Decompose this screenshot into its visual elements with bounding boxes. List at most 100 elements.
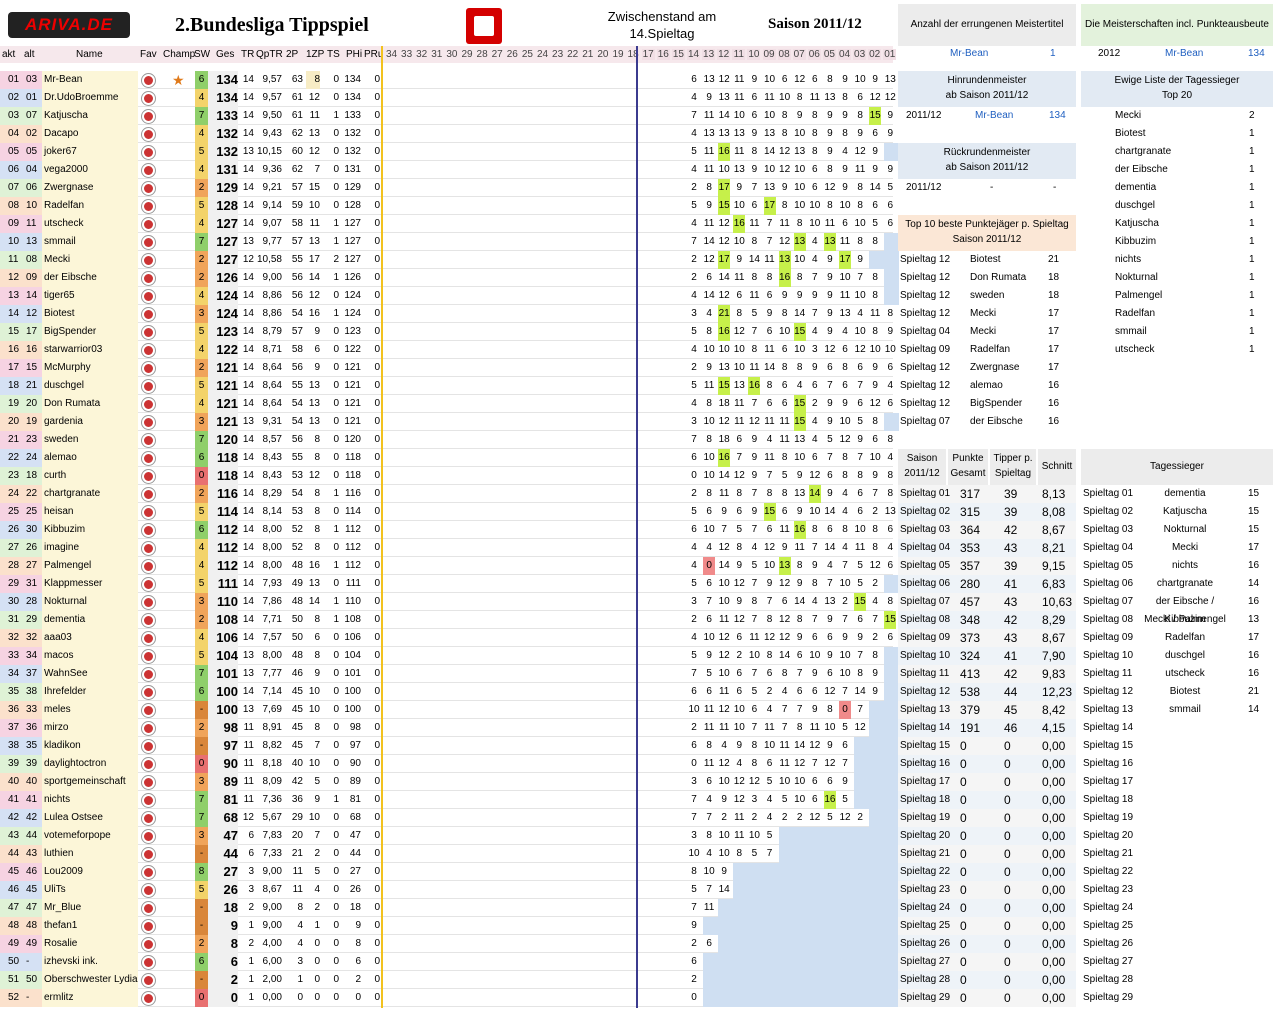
col-header-spieltag[interactable]: 05 bbox=[822, 49, 836, 60]
col-header-spieltag[interactable]: 30 bbox=[446, 49, 458, 60]
col-header-spieltag[interactable]: 18 bbox=[627, 49, 639, 60]
col-header-spieltag[interactable]: 01 bbox=[883, 49, 897, 60]
col-header-akt[interactable]: akt bbox=[2, 49, 16, 60]
player-name[interactable]: tiger65 bbox=[42, 287, 138, 305]
tagessieger-name[interactable]: dementia bbox=[1164, 488, 1206, 499]
tagessieger-name[interactable]: Nokturnal bbox=[1163, 524, 1207, 535]
col-header-sw[interactable]: SW bbox=[194, 49, 211, 60]
player-name[interactable]: Mr-Bean bbox=[42, 71, 138, 89]
top10-name[interactable]: sweden bbox=[970, 290, 1005, 301]
player-name[interactable]: WahnSee bbox=[42, 665, 138, 683]
col-header-spieltag[interactable]: 12 bbox=[717, 49, 731, 60]
col-header-spieltag[interactable]: 15 bbox=[671, 49, 685, 60]
player-name[interactable]: curth bbox=[42, 467, 138, 485]
player-name[interactable]: Oberschwester Lydia bbox=[42, 971, 138, 989]
tagessieger-name[interactable]: nichts bbox=[1171, 560, 1199, 571]
col-header-name[interactable]: Name bbox=[76, 49, 103, 60]
player-name[interactable]: alemao bbox=[42, 449, 138, 467]
tagessieger-name[interactable]: Katjuscha bbox=[1163, 506, 1207, 517]
player-name[interactable]: Palmengel bbox=[42, 557, 138, 575]
col-header-spieltag[interactable]: 27 bbox=[491, 49, 503, 60]
player-name[interactable]: Dr.UdoBroemme bbox=[42, 89, 138, 107]
player-name[interactable]: utscheck bbox=[42, 215, 138, 233]
col-header-spieltag[interactable]: 17 bbox=[641, 49, 655, 60]
player-name[interactable]: dementia bbox=[42, 611, 138, 629]
tagessieger-name[interactable]: der Eibsche / Kibbuzim bbox=[1155, 596, 1215, 625]
tagessieger-name[interactable]: Radelfan bbox=[1164, 632, 1206, 643]
top10-name[interactable]: Don Rumata bbox=[970, 272, 1027, 283]
player-name[interactable]: Klappmesser bbox=[42, 575, 138, 593]
player-name[interactable]: daylightoctron bbox=[42, 755, 138, 773]
player-name[interactable]: Zwergnase bbox=[42, 179, 138, 197]
col-header-spieltag[interactable]: 06 bbox=[807, 49, 821, 60]
player-name[interactable]: Mr_Blue bbox=[42, 899, 138, 917]
col-header-spieltag[interactable]: 08 bbox=[777, 49, 791, 60]
col-header-pru[interactable]: PRu bbox=[364, 49, 384, 60]
ewige-name[interactable]: chartgranate bbox=[1115, 146, 1172, 157]
col-header-spieltag[interactable]: 04 bbox=[838, 49, 851, 60]
top10-name[interactable]: Radelfan bbox=[970, 344, 1011, 355]
top10-name[interactable]: alemao bbox=[970, 380, 1003, 391]
col-header-spieltag[interactable]: 29 bbox=[461, 49, 473, 60]
player-name[interactable]: imagine bbox=[42, 539, 138, 557]
ewige-name[interactable]: Palmengel bbox=[1115, 290, 1163, 301]
player-name[interactable]: macos bbox=[42, 647, 138, 665]
col-header-ts[interactable]: TS bbox=[327, 49, 340, 60]
col-header-spieltag[interactable]: 22 bbox=[567, 49, 579, 60]
col-header-spieltag[interactable]: 02 bbox=[868, 49, 882, 60]
top10-name[interactable]: Biotest bbox=[970, 254, 1001, 265]
col-header-qptr[interactable]: QpTR bbox=[256, 49, 283, 60]
tagessieger-name[interactable]: chartgranate bbox=[1156, 578, 1214, 589]
player-name[interactable]: gardenia bbox=[42, 413, 138, 431]
tagessieger-name[interactable]: utscheck bbox=[1165, 668, 1205, 679]
player-name[interactable]: meles bbox=[42, 701, 138, 719]
col-header-spieltag[interactable]: 24 bbox=[536, 49, 549, 60]
player-name[interactable]: McMurphy bbox=[42, 359, 138, 377]
player-name[interactable]: sweden bbox=[42, 431, 138, 449]
ewige-name[interactable]: duschgel bbox=[1115, 200, 1156, 211]
col-header-1zp[interactable]: 1ZP bbox=[306, 49, 325, 60]
ewige-name[interactable]: Nokturnal bbox=[1115, 272, 1158, 283]
player-name[interactable]: izhevski ink. bbox=[42, 953, 138, 971]
col-header-spieltag[interactable]: 20 bbox=[597, 49, 609, 60]
player-name[interactable]: nichts bbox=[42, 791, 138, 809]
col-header-spieltag[interactable]: 32 bbox=[416, 49, 428, 60]
col-header-spieltag[interactable]: 21 bbox=[582, 49, 594, 60]
player-name[interactable]: Nokturnal bbox=[42, 593, 138, 611]
ariva-logo[interactable]: ARIVA.DE bbox=[8, 12, 130, 38]
ewige-name[interactable]: der Eibsche bbox=[1115, 164, 1168, 175]
player-name[interactable]: joker67 bbox=[42, 143, 138, 161]
ewige-name[interactable]: Mecki bbox=[1115, 110, 1142, 121]
player-name[interactable]: sportgemeinschaft bbox=[42, 773, 138, 791]
col-header-tr[interactable]: TR bbox=[241, 49, 255, 60]
player-name[interactable]: Lulea Ostsee bbox=[42, 809, 138, 827]
player-name[interactable]: Biotest bbox=[42, 305, 138, 323]
col-header-spieltag[interactable]: 26 bbox=[506, 49, 518, 60]
ewige-name[interactable]: Kibbuzim bbox=[1115, 236, 1157, 247]
player-name[interactable]: Mecki bbox=[42, 251, 138, 269]
top10-name[interactable]: BigSpender bbox=[970, 398, 1023, 409]
player-name[interactable]: vega2000 bbox=[42, 161, 138, 179]
player-name[interactable]: Dacapo bbox=[42, 125, 138, 143]
tagessieger-name[interactable]: smmail bbox=[1169, 704, 1201, 715]
player-name[interactable]: starwarrior03 bbox=[42, 341, 138, 359]
col-header-spieltag[interactable]: 14 bbox=[687, 49, 700, 60]
player-name[interactable]: Rosalie bbox=[42, 935, 138, 953]
col-header-phi[interactable]: PHi bbox=[346, 49, 363, 60]
tagessieger-name[interactable]: duschgel bbox=[1164, 650, 1206, 661]
player-name[interactable]: Lou2009 bbox=[42, 863, 138, 881]
tagessieger-name[interactable]: Mecki bbox=[1171, 542, 1199, 553]
tagessieger-name[interactable]: Mecki / Palmengel bbox=[1144, 614, 1226, 625]
ewige-name[interactable]: Radelfan bbox=[1115, 308, 1156, 319]
col-header-spieltag[interactable]: 33 bbox=[401, 49, 413, 60]
player-name[interactable]: duschgel bbox=[42, 377, 138, 395]
ewige-name[interactable]: dementia bbox=[1115, 182, 1157, 193]
player-name[interactable]: Kibbuzim bbox=[42, 521, 138, 539]
tagessieger-name[interactable]: Biotest bbox=[1169, 686, 1201, 697]
col-header-spieltag[interactable]: 19 bbox=[612, 49, 624, 60]
player-name[interactable]: ermlitz bbox=[42, 989, 138, 1007]
col-header-2p[interactable]: 2P bbox=[286, 49, 299, 60]
col-header-spieltag[interactable]: 16 bbox=[656, 49, 670, 60]
col-header-spieltag[interactable]: 13 bbox=[702, 49, 716, 60]
top10-name[interactable]: Mecki bbox=[970, 308, 997, 319]
